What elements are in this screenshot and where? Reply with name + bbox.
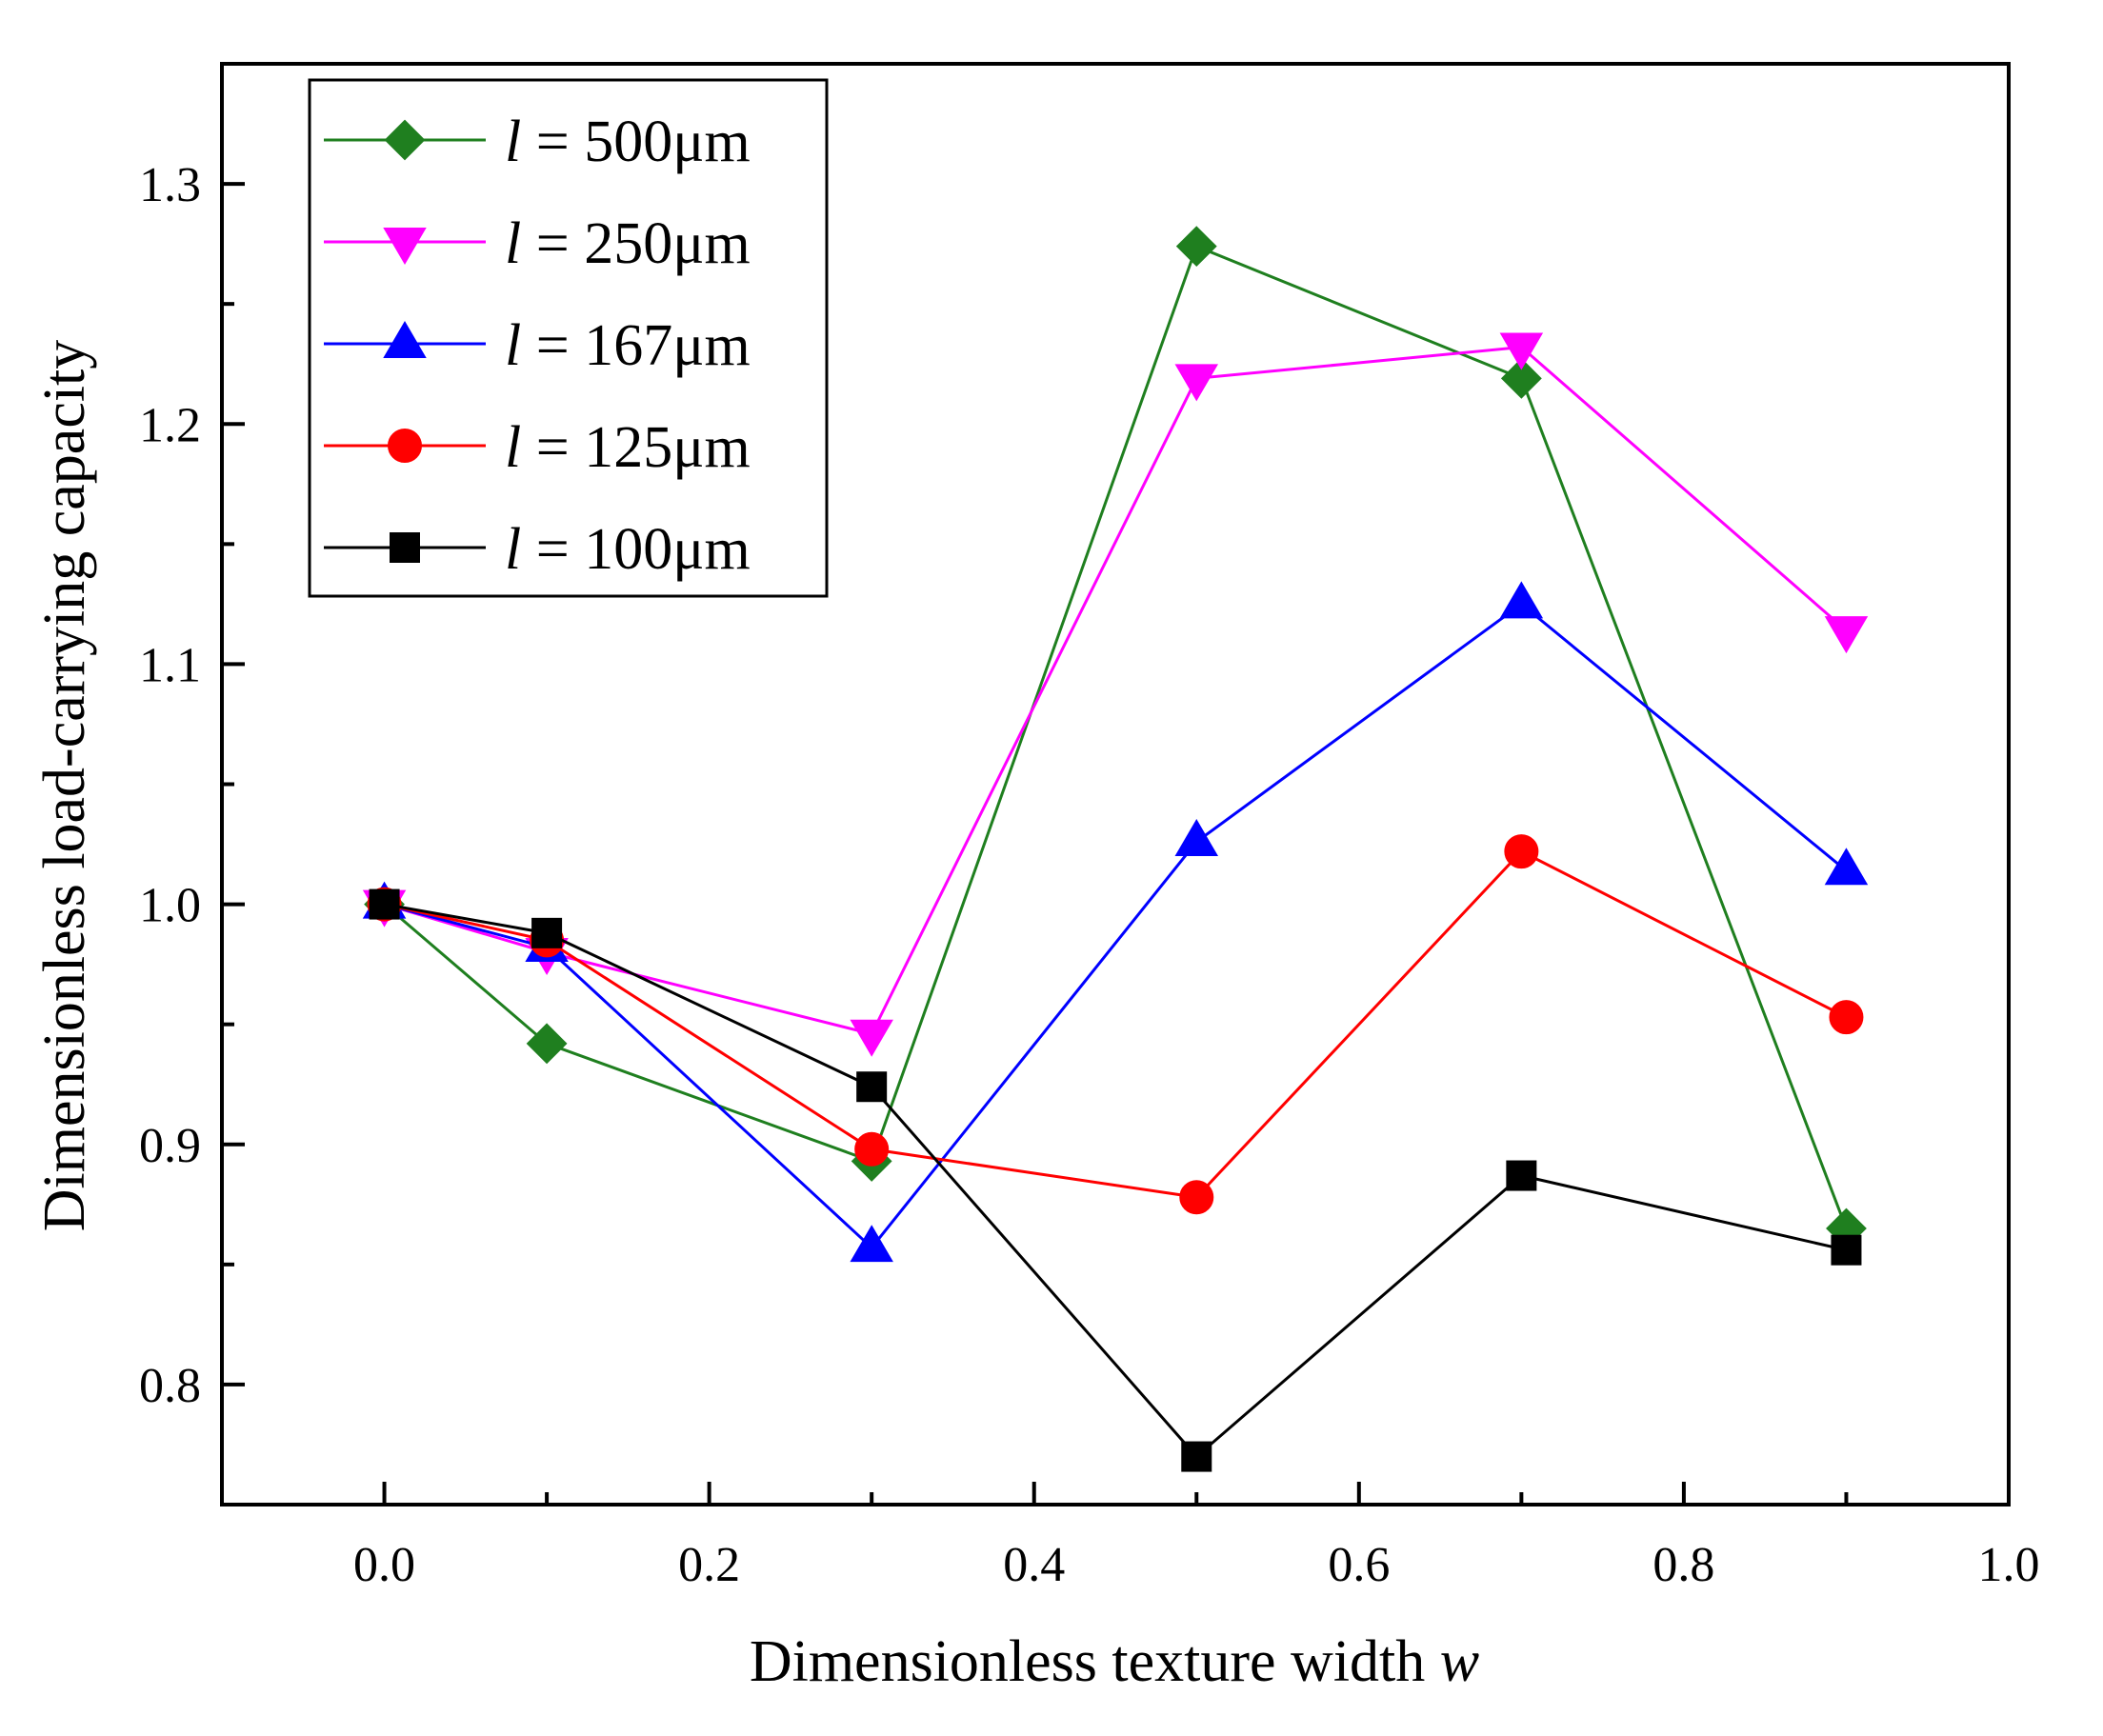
series-line <box>384 602 1848 1250</box>
legend-marker <box>388 429 422 463</box>
series-line <box>384 346 1848 1036</box>
y-tick-label: 1.0 <box>139 879 201 933</box>
legend-item-125um: l = 125μm <box>324 415 751 480</box>
legend-label: l = 125μm <box>505 415 751 480</box>
data-point <box>1499 332 1544 370</box>
x-tick-label: 1.0 <box>1978 1538 2040 1592</box>
legend-value: = 250μm <box>521 211 750 276</box>
data-point <box>1829 1000 1864 1035</box>
y-tick-label: 1.2 <box>139 398 201 452</box>
data-point <box>1824 848 1869 886</box>
legend-variable: l <box>505 415 521 480</box>
data-point <box>854 1131 890 1167</box>
axis-layer: 0.0 0.2 0.4 0.6 0.8 1.0 0.8 0.9 1.0 1.1 1.2 1.3 <box>139 158 2040 1592</box>
data-point <box>850 1019 893 1057</box>
legend-label: l = 100μm <box>505 517 751 582</box>
y-tick-label: 0.8 <box>139 1359 201 1413</box>
legend-variable: l <box>505 313 521 378</box>
data-point <box>1831 1234 1862 1266</box>
x-tick-label: 0.8 <box>1652 1538 1714 1592</box>
data-point <box>531 917 563 948</box>
legend-variable: l <box>505 211 521 276</box>
legend-label: l = 250μm <box>505 211 751 276</box>
series-167um <box>362 581 1869 1263</box>
legend-label: l = 500μm <box>505 110 751 174</box>
data-point <box>1504 834 1539 869</box>
plot-layer <box>362 226 1869 1472</box>
x-tick-label: 0.4 <box>1003 1538 1065 1592</box>
y-tick-label: 0.9 <box>139 1119 201 1173</box>
legend-value: = 167μm <box>521 313 750 378</box>
data-point <box>369 888 400 920</box>
data-point <box>526 1023 568 1065</box>
series-line <box>384 903 1847 1459</box>
data-point <box>1506 1160 1537 1191</box>
x-axis-title: Dimensionless texture width w <box>750 1629 1479 1694</box>
x-tick-label: 0.6 <box>1328 1538 1390 1592</box>
data-point <box>856 1071 888 1103</box>
legend-value: = 500μm <box>521 110 750 174</box>
data-point <box>1500 357 1542 399</box>
legend-variable: l <box>505 110 521 174</box>
legend-variable: l <box>505 517 521 582</box>
legend-value: = 125μm <box>521 415 750 480</box>
data-point <box>1499 581 1544 619</box>
legend-marker <box>383 228 427 265</box>
legend-value: = 100μm <box>521 517 750 582</box>
legend-item-500um: l = 500μm <box>324 110 751 174</box>
y-tick-label: 1.3 <box>139 158 201 212</box>
data-point <box>1179 1180 1214 1215</box>
plot-frame <box>220 62 2011 1507</box>
series-100um <box>369 888 1862 1472</box>
data-point <box>1174 364 1219 402</box>
legend-item-167um: l = 167μm <box>324 313 751 378</box>
legend-marker <box>384 119 426 161</box>
data-point <box>1175 226 1217 268</box>
x-tick-label: 0.0 <box>353 1538 415 1592</box>
data-point <box>1174 819 1219 857</box>
legend-marker <box>383 321 427 358</box>
data-point <box>1181 1441 1212 1472</box>
series-line <box>384 849 1848 1199</box>
series-125um <box>367 834 1864 1215</box>
legend-label: l = 167μm <box>505 313 751 378</box>
data-point <box>850 1225 893 1263</box>
legend-item-250um: l = 250μm <box>324 211 751 276</box>
legend-item-100um: l = 100μm <box>324 517 751 582</box>
x-tick-label: 0.2 <box>678 1538 740 1592</box>
y-axis-title: Dimensionless load-carrying capacity <box>32 340 97 1232</box>
data-point <box>1824 616 1869 654</box>
legend-marker <box>390 532 420 563</box>
y-tick-label: 1.1 <box>139 638 201 692</box>
